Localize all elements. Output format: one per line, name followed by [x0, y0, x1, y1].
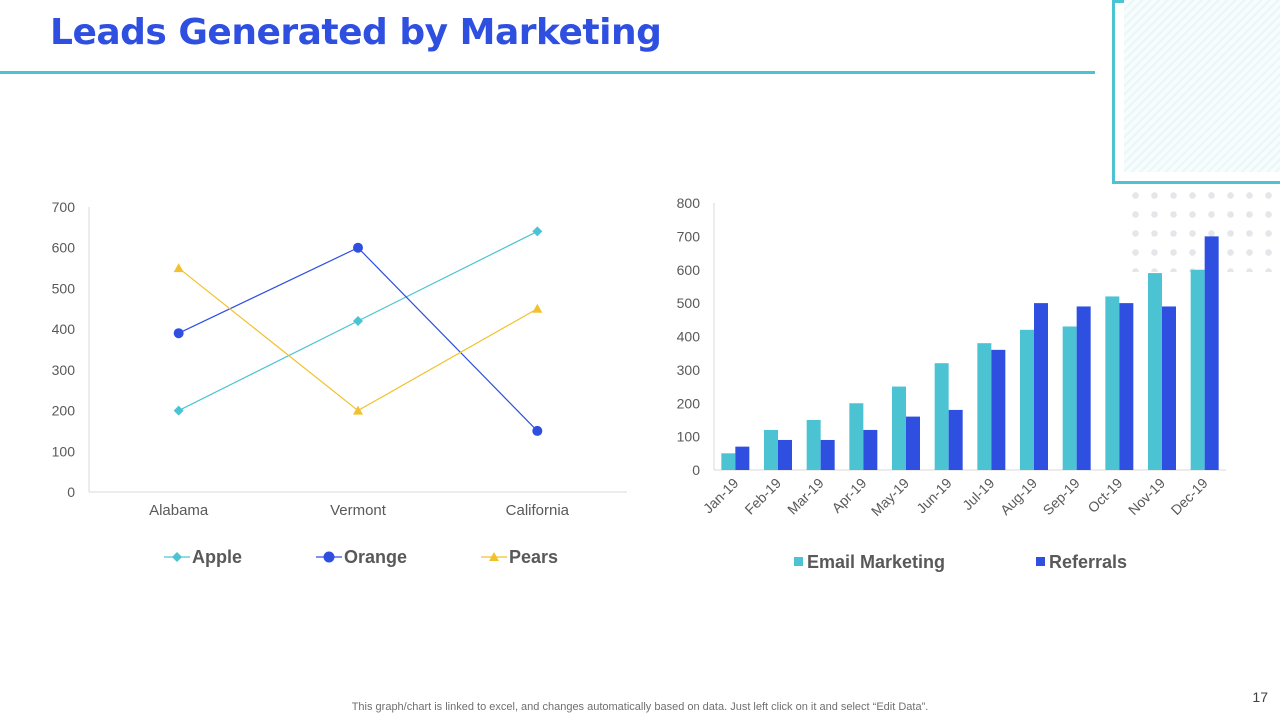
legend-label-orange: Orange — [344, 547, 407, 567]
data-point-orange — [532, 425, 543, 436]
legend-label-email-marketing: Email Marketing — [807, 552, 945, 572]
x-tick-label: Jan-19 — [700, 475, 742, 517]
decorative-hatch-pattern — [1124, 0, 1280, 172]
bar-email-marketing — [849, 403, 864, 470]
y-tick-label: 500 — [677, 295, 701, 311]
legend-label-pears: Pears — [509, 547, 558, 567]
bar-referrals — [820, 439, 835, 470]
bar-referrals — [948, 409, 963, 470]
y-tick-label: 300 — [52, 362, 76, 378]
x-tick-label: Nov-19 — [1125, 475, 1168, 518]
x-tick-label: May-19 — [868, 475, 912, 519]
legend-swatch-referrals — [1036, 557, 1045, 566]
bar-referrals — [735, 446, 750, 470]
bar-referrals — [778, 439, 792, 470]
legend-label-referrals: Referrals — [1049, 552, 1127, 572]
bar-email-marketing — [1190, 269, 1205, 470]
data-point-pears — [173, 263, 184, 273]
bar-referrals — [906, 416, 920, 470]
footnote: This graph/chart is linked to excel, and… — [351, 701, 929, 713]
bar-email-marketing — [721, 453, 736, 470]
bar-referrals — [1162, 306, 1176, 470]
bar-referrals — [1076, 306, 1091, 470]
bar-email-marketing — [1105, 296, 1120, 470]
bar-email-marketing — [764, 429, 778, 470]
y-tick-label: 700 — [52, 199, 76, 215]
title-underline — [0, 71, 1095, 74]
x-tick-label: California — [506, 502, 570, 519]
bar-referrals — [1034, 303, 1048, 470]
bar-email-marketing — [806, 419, 821, 470]
data-point-orange — [173, 328, 184, 339]
x-tick-label: Jun-19 — [913, 475, 955, 517]
x-tick-label: Vermont — [330, 502, 387, 519]
bar-referrals — [1204, 236, 1219, 470]
legend-label-apple: Apple — [192, 547, 242, 567]
y-tick-label: 800 — [677, 195, 701, 211]
x-tick-label: Feb-19 — [741, 475, 784, 518]
decorative-dot-grid — [1126, 186, 1280, 272]
bar-referrals — [863, 429, 878, 470]
y-tick-label: 200 — [677, 395, 701, 411]
legend-marker-apple — [172, 552, 182, 562]
bar-email-marketing — [1062, 326, 1077, 470]
x-tick-label: Apr-19 — [828, 475, 869, 516]
x-tick-label: Alabama — [149, 502, 209, 519]
x-tick-label: Aug-19 — [997, 475, 1040, 518]
y-tick-label: 600 — [677, 262, 701, 278]
legend-marker-pears — [489, 552, 499, 561]
y-tick-label: 100 — [52, 443, 76, 459]
x-tick-label: Dec-19 — [1168, 475, 1211, 518]
legend-marker-orange — [323, 551, 335, 563]
y-tick-label: 400 — [677, 329, 701, 345]
slide-title: Leads Generated by Marketing — [50, 12, 662, 53]
x-tick-label: Sep-19 — [1040, 475, 1083, 518]
data-point-pears — [353, 405, 363, 415]
bar-email-marketing — [1148, 273, 1162, 470]
bar-email-marketing — [892, 386, 906, 470]
x-tick-label: Jul-19 — [959, 475, 997, 513]
bar-chart: 0 100 200 300 400 500 600 700 800 Jan-19 Feb-19 Mar… — [677, 195, 1226, 572]
page-number: 17 — [1252, 689, 1268, 705]
y-tick-label: 700 — [677, 228, 701, 244]
bar-referrals — [1119, 303, 1134, 470]
legend-swatch-email-marketing — [794, 557, 803, 566]
y-tick-label: 300 — [677, 362, 701, 378]
data-point-apple — [173, 405, 184, 416]
y-tick-label: 600 — [52, 240, 76, 256]
bar-email-marketing — [977, 343, 992, 470]
y-tick-label: 0 — [692, 462, 700, 478]
y-tick-label: 100 — [677, 429, 701, 445]
bar-referrals — [991, 349, 1006, 470]
bar-email-marketing — [1020, 329, 1034, 470]
line-chart: 0 100 200 300 400 500 600 700 Alabama Vermont Cali… — [52, 199, 627, 567]
data-point-apple — [532, 226, 543, 237]
x-tick-label: Oct-19 — [1084, 475, 1125, 516]
data-point-pears — [532, 303, 543, 313]
series-line-pears — [178, 267, 538, 412]
x-tick-label: Mar-19 — [784, 475, 827, 518]
data-point-orange — [353, 242, 363, 253]
data-point-apple — [353, 316, 363, 326]
y-tick-label: 400 — [52, 321, 76, 337]
y-tick-label: 0 — [67, 484, 75, 500]
bar-email-marketing — [934, 363, 949, 470]
y-tick-label: 200 — [52, 403, 76, 419]
y-tick-label: 500 — [52, 280, 76, 296]
